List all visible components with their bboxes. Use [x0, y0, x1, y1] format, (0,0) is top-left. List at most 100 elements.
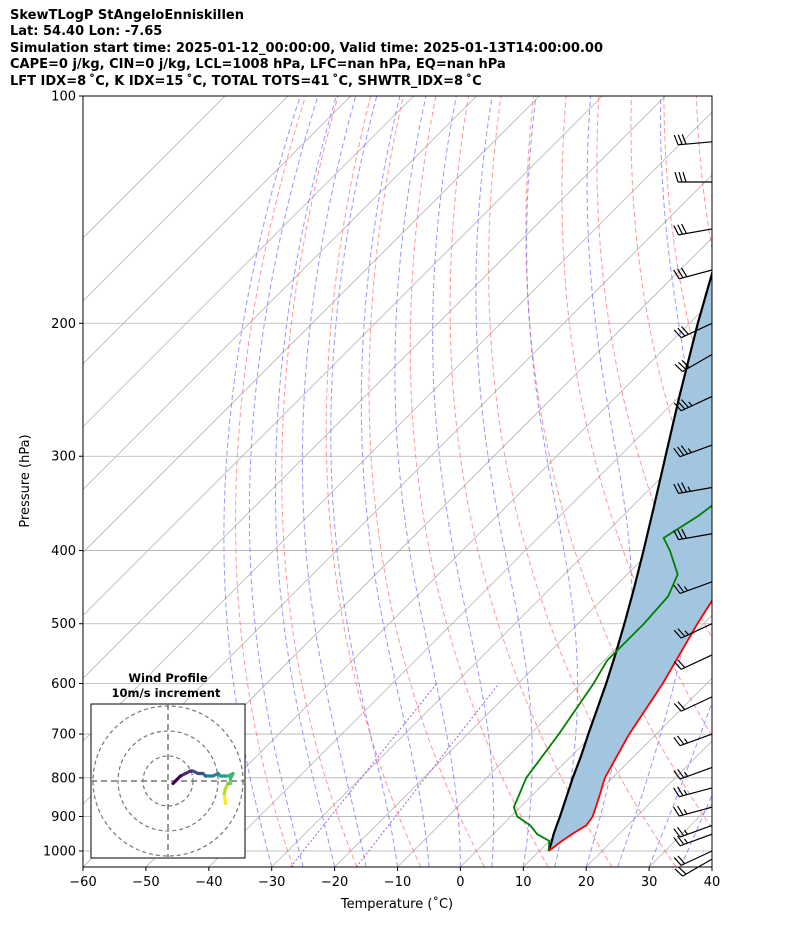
- wind-barb-half-flag: [683, 838, 689, 844]
- wind-barb-flag: [677, 446, 685, 456]
- wind-barb-staff: [679, 444, 713, 458]
- y-tick-label: 400: [51, 544, 76, 559]
- wind-barb-flag: [677, 628, 686, 637]
- isotherm-line: [83, 96, 289, 302]
- dry-adiabat-line: [762, 96, 794, 867]
- wind-barb: [673, 528, 713, 541]
- mixing-ratio-line: [290, 683, 438, 867]
- hodograph-plot-area: [91, 704, 245, 858]
- wind-barb-staff: [679, 806, 713, 817]
- wind-barb-flag: [677, 134, 683, 145]
- wind-barb-flag: [681, 134, 687, 145]
- wind-barb-flag: [677, 768, 685, 779]
- wind-barb: [673, 322, 713, 339]
- hodograph-trace-segment: [222, 791, 228, 806]
- wind-barb-flag: [673, 584, 681, 594]
- wind-barb-flag: [681, 482, 687, 493]
- wind-barb: [673, 824, 713, 838]
- wind-barb: [674, 354, 713, 373]
- convective-params-line: CAPE=0 j/kg, CIN=0 j/kg, LCL=1008 hPa, L…: [10, 57, 506, 73]
- dry-adiabat-line: [368, 96, 485, 867]
- moist-adiabat-line: [617, 96, 700, 867]
- stability-indices-line: LFT IDX=8 ˚C, K IDX=15 ˚C, TOTAL TOTS=41…: [10, 73, 482, 89]
- x-tick-label: −40: [195, 875, 222, 890]
- wind-barb-staff: [679, 269, 713, 280]
- wind-barb-half-flag: [683, 586, 689, 592]
- moist-adiabat-line: [394, 96, 461, 867]
- wind-barb-flag: [673, 629, 682, 639]
- x-tick-label: −10: [384, 875, 411, 890]
- wind-barb: [673, 134, 713, 146]
- isotherm-line: [83, 96, 477, 491]
- isotherm-line: [83, 96, 352, 365]
- dry-adiabat-line: [281, 96, 358, 867]
- isotherm-line: [711, 866, 712, 867]
- dry-adiabats: [235, 96, 794, 867]
- wind-barb-flag: [677, 659, 686, 669]
- wind-barb-staff: [678, 533, 713, 541]
- x-tick-label: −60: [69, 875, 96, 890]
- wind-barb-flag: [681, 399, 689, 408]
- wind-barb-staff: [682, 354, 713, 373]
- y-tick-label: 200: [51, 317, 76, 332]
- wind-barb-flag: [680, 267, 688, 278]
- location-line: Lat: 54.40 Lon: -7.65: [10, 24, 163, 40]
- wind-barb-flag: [681, 326, 689, 335]
- wind-barb-staff: [680, 850, 713, 866]
- wind-barb-staff: [678, 228, 713, 236]
- x-axis-ticks: −60 −50 −40 −30 −20 −10 0 10 20 30 40: [69, 867, 720, 890]
- wind-barb: [673, 696, 713, 712]
- moist-adiabat-line: [475, 96, 533, 867]
- wind-barb-flag: [677, 735, 685, 745]
- wind-barb-flag: [677, 268, 684, 279]
- y-tick-label: 900: [51, 810, 76, 825]
- wind-barb-flag: [673, 530, 680, 540]
- y-axis-label: Pressure (hPa): [18, 434, 33, 527]
- wind-barb: [673, 654, 713, 670]
- wind-barb-flag: [677, 529, 683, 540]
- wind-barb-flag: [673, 770, 681, 780]
- dry-adiabat-line: [449, 96, 613, 867]
- parcel-profile-line: [547, 269, 712, 852]
- wind-barb-flag: [680, 445, 689, 455]
- isotherm-line: [334, 489, 712, 867]
- wind-barb: [673, 623, 713, 639]
- wind-barb-half-flag: [688, 401, 693, 407]
- wind-barb-half-flag: [683, 771, 689, 777]
- wind-barb-flag: [678, 866, 687, 875]
- wind-barb-half-flag: [684, 630, 689, 636]
- wind-barb-half-flag: [687, 448, 692, 453]
- wind-barb-staff: [680, 395, 713, 412]
- wind-barb-staff: [680, 322, 713, 339]
- dry-adiabat-line: [729, 96, 794, 867]
- wind-barb-staff: [679, 833, 713, 847]
- wind-barb: [673, 805, 713, 817]
- wind-barb-staff: [680, 654, 713, 670]
- wind-barb: [674, 858, 713, 877]
- wind-barb-half-flag: [687, 486, 691, 492]
- isotherm-line: [460, 614, 712, 867]
- wind-barb-staff: [679, 733, 713, 747]
- moist-adiabat-line: [330, 96, 398, 867]
- wind-barb-staff: [680, 696, 713, 712]
- x-tick-label: 30: [641, 875, 658, 890]
- wind-barb-staff: [682, 858, 713, 877]
- wind-barb-flag: [678, 361, 687, 370]
- wind-barb-flag: [677, 786, 684, 797]
- temperature-profile-line: [548, 599, 712, 852]
- moist-adiabat-line: [360, 96, 430, 867]
- moist-adiabat-line: [432, 96, 495, 867]
- y-tick-label: 600: [51, 677, 76, 692]
- y-tick-label: 300: [51, 450, 76, 465]
- sounding-profiles: [512, 269, 712, 852]
- wind-barb: [673, 733, 713, 747]
- mixing-ratio-lines: [290, 683, 500, 867]
- wind-barb-flag: [674, 363, 683, 372]
- wind-barb: [674, 171, 712, 183]
- isotherm-line: [83, 96, 226, 239]
- wind-barb-staff: [679, 787, 713, 798]
- wind-barb-flag: [673, 134, 679, 146]
- hodograph-trace-segment: [171, 779, 178, 786]
- chart-header: SkewTLogP StAngeloEnniskillen Lat: 54.40…: [10, 8, 603, 90]
- wind-barb: [673, 444, 713, 458]
